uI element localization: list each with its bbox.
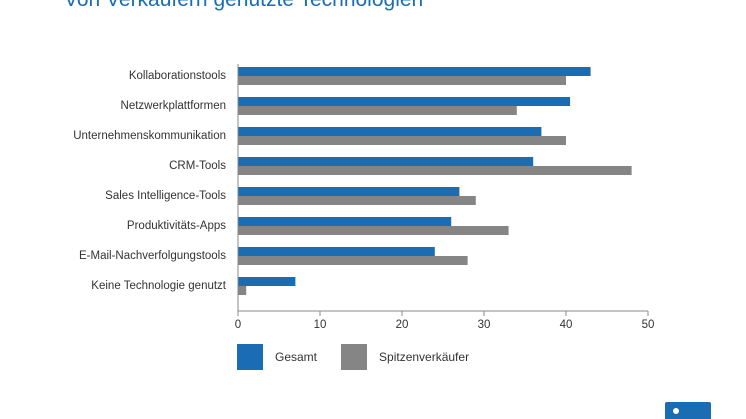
category-labels: Kollaborationstools Netzwerkplattformen Un… bbox=[73, 70, 227, 292]
bar-gesamt bbox=[238, 277, 296, 286]
bar-spitzenverkaeufer bbox=[238, 196, 476, 205]
logo-dot-icon bbox=[673, 408, 679, 414]
x-tick-label: 40 bbox=[560, 319, 573, 331]
category-label: Unternehmenskommunikation bbox=[73, 130, 226, 142]
bar-gesamt bbox=[238, 187, 460, 196]
category-label: Produktivitäts-Apps bbox=[127, 220, 226, 232]
legend: Gesamt Spitzenverkäufer bbox=[237, 344, 493, 370]
category-label: Keine Technologie genutzt bbox=[91, 280, 227, 292]
bar-gesamt bbox=[238, 217, 452, 226]
category-label: Sales Intelligence-Tools bbox=[105, 190, 226, 202]
category-label: Kollaborationstools bbox=[129, 70, 226, 82]
bars-group bbox=[238, 67, 632, 295]
bar-spitzenverkaeufer bbox=[238, 136, 566, 145]
legend-label-gesamt: Gesamt bbox=[275, 350, 318, 364]
legend-swatch-gesamt bbox=[237, 344, 263, 370]
x-tick-label: 0 bbox=[235, 319, 241, 331]
bar-gesamt bbox=[238, 157, 534, 166]
x-tick-label: 50 bbox=[642, 319, 655, 331]
bar-spitzenverkaeufer bbox=[238, 256, 468, 265]
x-tick-label: 30 bbox=[478, 319, 491, 331]
bar-spitzenverkaeufer bbox=[238, 286, 247, 295]
bar-spitzenverkaeufer bbox=[238, 76, 566, 85]
bar-gesamt bbox=[238, 247, 435, 256]
category-label: CRM-Tools bbox=[169, 160, 226, 172]
legend-label-spitzenverkaeufer: Spitzenverkäufer bbox=[379, 350, 470, 364]
category-label: Netzwerkplattformen bbox=[121, 100, 226, 112]
bar-gesamt bbox=[238, 67, 591, 76]
bar-gesamt bbox=[238, 127, 542, 136]
legend-item-spitzenverkaeufer: Spitzenverkäufer bbox=[341, 344, 469, 370]
bar-spitzenverkaeufer bbox=[238, 226, 509, 235]
legend-item-gesamt: Gesamt bbox=[237, 344, 317, 370]
category-label: E-Mail-Nachverfolgungstools bbox=[79, 250, 226, 262]
bar-gesamt bbox=[238, 97, 571, 106]
x-axis: 0 10 20 30 40 50 bbox=[235, 64, 655, 331]
bar-spitzenverkaeufer bbox=[238, 166, 632, 175]
x-tick-label: 20 bbox=[396, 319, 409, 331]
brand-logo bbox=[665, 402, 711, 419]
x-tick-label: 10 bbox=[314, 319, 327, 331]
legend-swatch-spitzenverkaeufer bbox=[341, 344, 368, 370]
bar-spitzenverkaeufer bbox=[238, 106, 517, 115]
chart-title: Von Verkäufern genutzte Technologien bbox=[64, 0, 423, 12]
